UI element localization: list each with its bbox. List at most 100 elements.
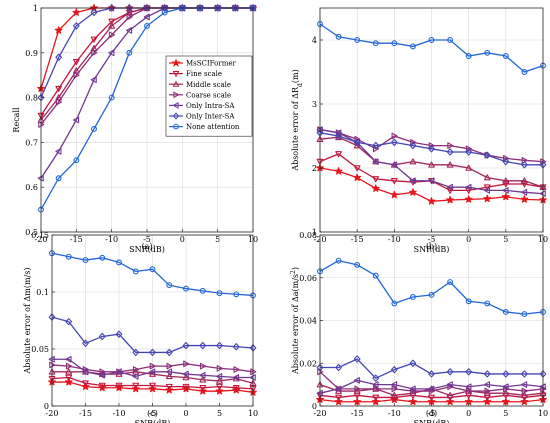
series-line — [319, 379, 544, 394]
data-point — [372, 381, 379, 388]
data-point — [390, 190, 399, 199]
data-point — [446, 381, 453, 388]
data-point — [65, 318, 73, 326]
data-point — [166, 362, 173, 370]
legend-label: Middle scale — [186, 81, 231, 89]
data-point — [90, 36, 98, 43]
data-point — [108, 22, 116, 29]
y-axis-label-main: Absolute error of Δm(m/s) — [23, 268, 32, 375]
data-point — [446, 397, 454, 406]
data-point — [447, 383, 454, 391]
x-tick-label: -20 — [314, 409, 327, 418]
series-line — [320, 358, 543, 379]
data-point — [409, 158, 417, 165]
data-point — [409, 359, 417, 367]
x-tick-label: -15 — [79, 409, 92, 418]
data-point — [182, 370, 189, 378]
data-point — [73, 157, 80, 164]
y-tick-label: 1 — [33, 4, 38, 13]
data-point — [353, 377, 360, 384]
data-point — [335, 129, 342, 137]
data-point — [371, 397, 380, 406]
legend-marker — [173, 91, 180, 99]
data-point — [108, 94, 115, 101]
data-point — [428, 142, 435, 149]
data-point — [108, 49, 115, 57]
data-point — [55, 148, 62, 155]
data-point — [465, 383, 472, 391]
data-point — [446, 183, 453, 191]
data-point — [410, 387, 417, 395]
data-point — [409, 43, 416, 50]
data-point — [354, 261, 361, 268]
data-point — [409, 385, 416, 393]
data-point — [502, 309, 509, 315]
data-point — [465, 53, 472, 59]
data-point — [334, 167, 343, 175]
data-point — [72, 116, 80, 124]
data-point — [144, 22, 150, 29]
data-point — [503, 155, 510, 162]
data-point — [233, 366, 240, 373]
data-point — [335, 385, 342, 393]
data-point — [165, 348, 173, 357]
data-point — [502, 157, 510, 166]
legend-entry: Coarse scale — [169, 91, 231, 99]
y-tick-label: 0.1 — [36, 288, 49, 297]
y-tick-label: 2 — [312, 164, 317, 173]
data-point — [115, 330, 123, 338]
data-point — [165, 368, 173, 376]
y-axis-label-subscript: d — [297, 83, 304, 87]
data-point — [161, 9, 168, 16]
x-tick-label: 10 — [248, 409, 258, 418]
data-point — [372, 40, 379, 47]
data-point — [233, 291, 240, 298]
data-point — [428, 370, 435, 378]
x-tick-label: -5 — [149, 409, 157, 418]
data-point — [483, 187, 491, 194]
legend-marker — [171, 58, 181, 67]
data-point — [334, 397, 343, 406]
data-point — [372, 145, 380, 153]
y-axis-label-main: Recall — [12, 107, 21, 133]
data-point — [390, 366, 398, 374]
data-point — [483, 397, 492, 406]
data-point — [353, 173, 362, 181]
data-point — [446, 148, 454, 156]
data-point — [115, 368, 122, 376]
data-point — [108, 18, 116, 25]
x-tick-label: -5 — [428, 409, 436, 418]
data-point — [428, 161, 435, 168]
data-point — [72, 67, 80, 74]
data-point — [502, 181, 510, 188]
legend-label: None attention — [186, 123, 240, 131]
data-point — [182, 341, 190, 350]
y-tick-label: 4 — [312, 36, 317, 45]
data-point — [465, 298, 472, 305]
data-point — [428, 387, 435, 395]
legend-entry: Only Inter-SA — [169, 112, 235, 121]
legend-label: Only Inter-SA — [186, 113, 235, 121]
data-point — [125, 9, 133, 16]
legend-label: MsSCIFormer — [186, 60, 236, 68]
data-point — [372, 385, 380, 393]
data-point — [483, 370, 491, 378]
data-point — [116, 259, 122, 266]
series-line — [319, 23, 544, 73]
data-point — [90, 8, 98, 17]
legend-marker — [172, 101, 179, 109]
chart-panel-3: -20 -15 -10 -5 0 5 10 0 0.05 0.1 0.15 SNR(dB) Absolu… — [23, 231, 258, 423]
data-point — [484, 49, 491, 56]
data-point — [465, 368, 473, 376]
data-point — [521, 381, 528, 388]
series-line — [319, 259, 544, 315]
data-point — [65, 355, 72, 363]
data-point — [354, 37, 361, 43]
data-point — [199, 376, 207, 383]
data-point — [182, 383, 190, 390]
data-point — [521, 181, 528, 188]
data-point — [521, 311, 528, 318]
data-point — [335, 394, 342, 401]
